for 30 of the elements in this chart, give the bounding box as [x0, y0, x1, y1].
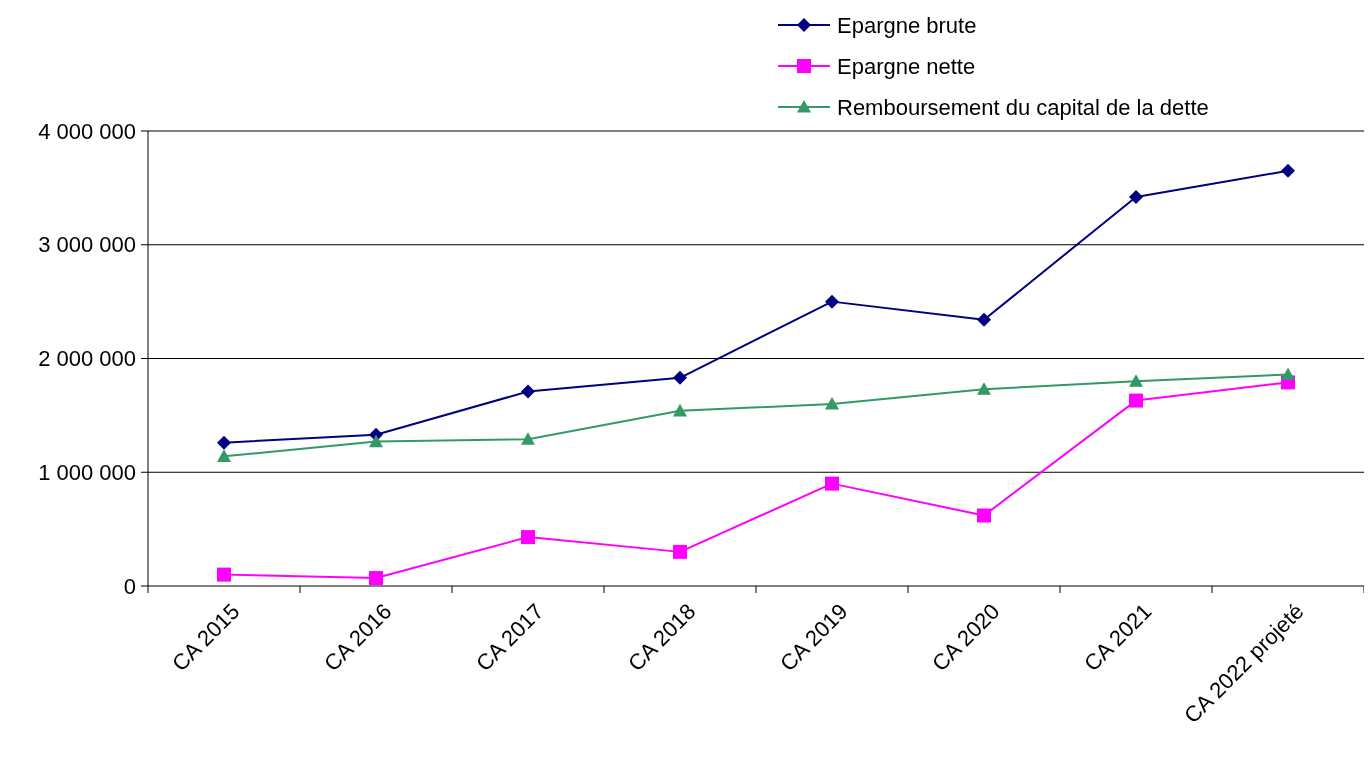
y-tick-label: 3 000 000	[38, 232, 136, 258]
y-tick-label: 4 000 000	[38, 118, 136, 144]
point	[217, 449, 231, 462]
point	[521, 530, 535, 545]
point	[977, 312, 991, 327]
point	[673, 544, 687, 559]
y-tick-label: 0	[123, 573, 136, 599]
point	[825, 397, 839, 410]
point	[369, 571, 383, 586]
legend-label: Epargne nette	[837, 53, 976, 79]
point	[217, 435, 231, 450]
point	[217, 567, 231, 582]
point	[1129, 393, 1143, 408]
point	[369, 434, 383, 448]
point	[673, 403, 687, 417]
point	[977, 382, 991, 395]
point	[1129, 374, 1143, 387]
y-tick-label: 2 000 000	[38, 346, 136, 372]
y-tick-label: 1 000 000	[38, 459, 136, 485]
point	[673, 370, 687, 385]
point	[977, 508, 991, 523]
point	[1281, 163, 1295, 178]
point	[1281, 367, 1295, 381]
point	[825, 476, 839, 491]
point	[825, 294, 839, 309]
legend-label: Remboursement du capital de la dette	[837, 94, 1209, 120]
point	[521, 384, 535, 399]
point	[521, 432, 535, 445]
legend-label: Epargne brute	[837, 12, 977, 38]
point	[1129, 189, 1143, 204]
